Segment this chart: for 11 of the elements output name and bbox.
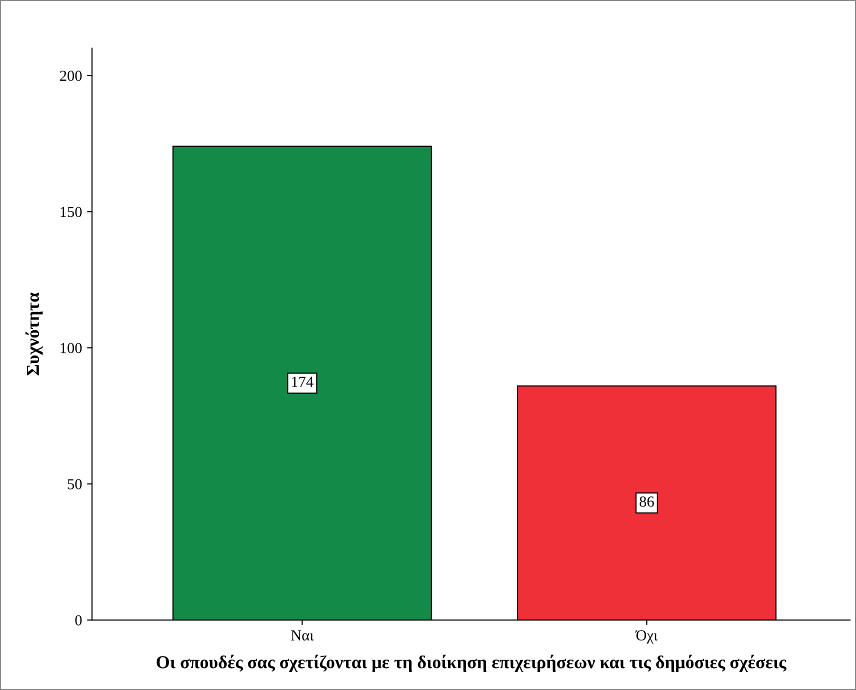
data-label: 174: [292, 376, 314, 387]
x-tick-label: Όχι: [635, 630, 658, 644]
y-tick-label: 100: [60, 342, 82, 354]
y-axis-title: Συχνότητα: [25, 292, 43, 376]
data-label: 86: [640, 496, 654, 507]
y-tick-label: 0: [75, 615, 82, 626]
y-tick-label: 150: [60, 206, 82, 218]
x-axis-title: Οι σπουδές σας σχετίζονται με τη διοίκηση επιχειρήσεων και τις δημόσιες σχέσεις: [156, 654, 786, 672]
y-tick-label: 50: [68, 479, 82, 490]
x-tick-label: Ναι: [291, 630, 314, 641]
y-tick-label: 200: [60, 70, 82, 81]
